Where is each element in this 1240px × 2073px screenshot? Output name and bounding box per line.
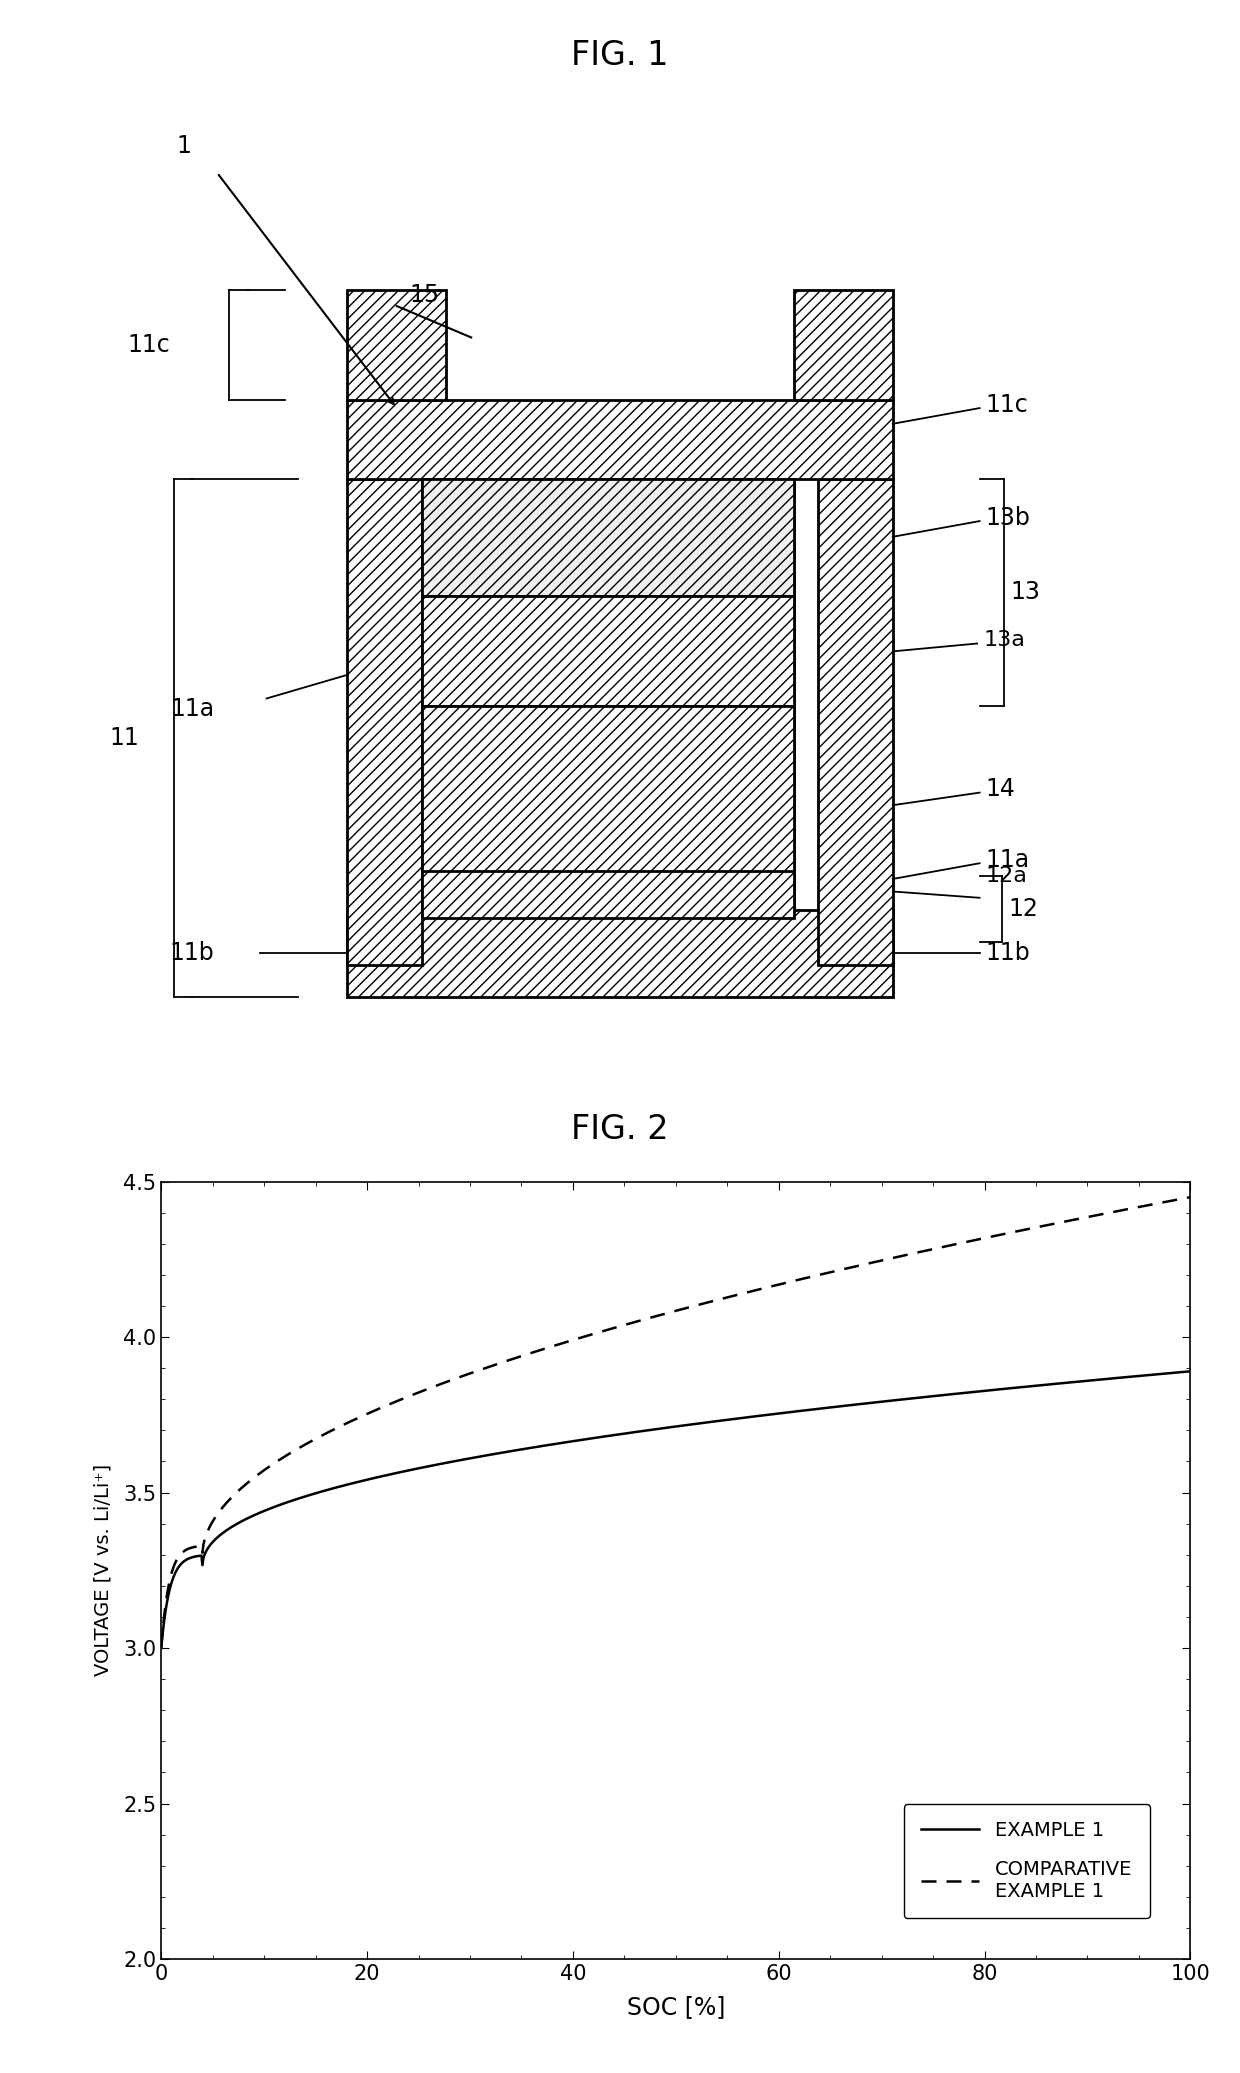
COMPARATIVE
EXAMPLE 1: [975, 1225, 990, 1250]
EXAMPLE 1: [259, 1497, 274, 1522]
Text: 13: 13: [1011, 580, 1040, 603]
EXAMPLE 1: [570, 1428, 585, 1453]
Bar: [422, 707, 794, 910]
Bar: [766, 479, 794, 910]
Bar: [422, 597, 794, 707]
Text: 13a: 13a: [983, 630, 1025, 651]
COMPARATIVE
EXAMPLE 1: [608, 1316, 622, 1341]
Bar: [347, 910, 893, 997]
COMPARATIVE
EXAMPLE 1: [570, 1327, 585, 1352]
Text: 11: 11: [109, 726, 139, 750]
Text: 15: 15: [409, 284, 439, 307]
Line: EXAMPLE 1: EXAMPLE 1: [161, 1372, 1190, 1648]
Text: 13b: 13b: [986, 506, 1030, 531]
Text: FIG. 1: FIG. 1: [572, 39, 668, 73]
Text: 11b: 11b: [986, 941, 1030, 964]
EXAMPLE 1: [975, 1379, 990, 1403]
Text: FIG. 2: FIG. 2: [572, 1113, 668, 1146]
Bar: [422, 479, 449, 910]
Bar: [422, 871, 794, 918]
EXAMPLE 1: [608, 1422, 622, 1447]
Legend: EXAMPLE 1, COMPARATIVE
EXAMPLE 1: EXAMPLE 1, COMPARATIVE EXAMPLE 1: [904, 1804, 1149, 1918]
Bar: [794, 290, 893, 400]
Line: COMPARATIVE
EXAMPLE 1: COMPARATIVE EXAMPLE 1: [161, 1198, 1190, 1648]
Text: 1: 1: [176, 135, 191, 158]
Bar: [422, 479, 794, 597]
X-axis label: SOC [%]: SOC [%]: [626, 1994, 725, 2019]
EXAMPLE 1: [1183, 1360, 1198, 1385]
Bar: [347, 290, 446, 400]
COMPARATIVE
EXAMPLE 1: [861, 1252, 875, 1277]
EXAMPLE 1: [861, 1391, 875, 1416]
COMPARATIVE
EXAMPLE 1: [154, 1636, 169, 1660]
Bar: [347, 400, 893, 479]
Y-axis label: VOLTAGE [V vs. Li/Li⁺]: VOLTAGE [V vs. Li/Li⁺]: [93, 1464, 112, 1677]
COMPARATIVE
EXAMPLE 1: [259, 1455, 274, 1480]
Text: 12a: 12a: [986, 867, 1028, 885]
Bar: [818, 479, 893, 966]
COMPARATIVE
EXAMPLE 1: [956, 1229, 971, 1254]
EXAMPLE 1: [956, 1381, 971, 1405]
Text: 11a: 11a: [170, 697, 215, 721]
Bar: [347, 479, 422, 966]
Text: 12: 12: [1008, 898, 1038, 920]
Text: 14: 14: [986, 777, 1016, 802]
Text: 11c: 11c: [986, 394, 1028, 417]
Text: 11c: 11c: [128, 334, 170, 357]
Text: 11a: 11a: [986, 848, 1030, 873]
Text: 11b: 11b: [170, 941, 215, 964]
EXAMPLE 1: [154, 1636, 169, 1660]
COMPARATIVE
EXAMPLE 1: [1183, 1186, 1198, 1211]
